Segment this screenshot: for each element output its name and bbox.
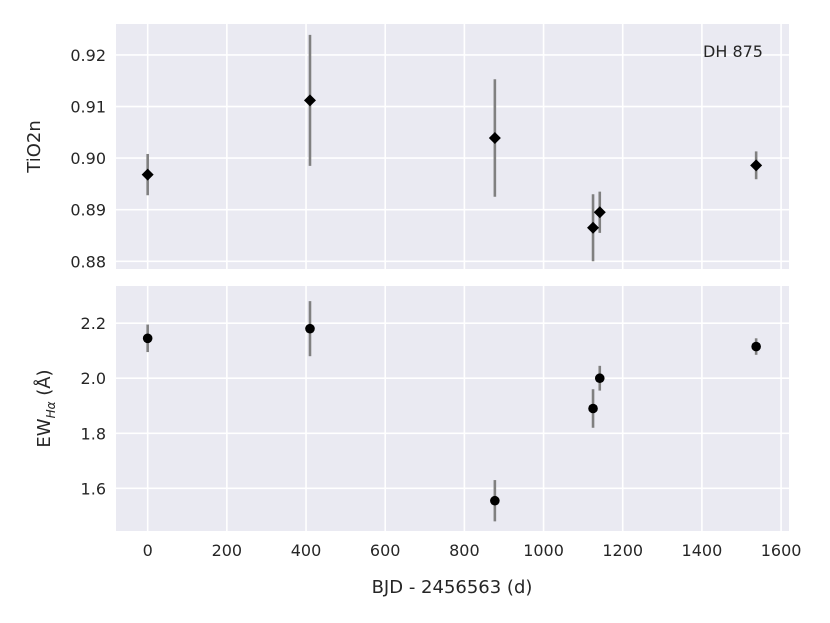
data-point-circle: [588, 403, 598, 414]
data-point-diamond: [587, 221, 600, 234]
data-point-diamond: [750, 159, 763, 172]
x-axis-label: BJD - 2456563 (d): [372, 577, 533, 598]
y-axis-label-ew: EW: [34, 418, 55, 447]
star-name-annotation: DH 875: [703, 42, 763, 61]
y-tick-labels-bottom: 1.6 1.8 2.0 2.2: [81, 314, 106, 498]
x-tick-label: 600: [370, 541, 401, 560]
y-tick-label: 0.92: [70, 46, 106, 65]
plot-area-top: [116, 24, 789, 269]
x-tick-label: 800: [449, 541, 480, 560]
x-tick-label: 1600: [761, 541, 802, 560]
gridlines-top: [116, 24, 789, 269]
panel-tio2n: 0.88 0.89 0.90 0.91 0.92 TiO2n DH 875: [24, 24, 789, 271]
x-tick-label: 400: [291, 541, 322, 560]
data-point-diamond: [303, 94, 316, 107]
y-tick-labels-top: 0.88 0.89 0.90 0.91 0.92: [70, 46, 106, 271]
data-marks-bottom: [142, 301, 761, 522]
data-point-circle: [751, 341, 761, 352]
data-point-diamond: [488, 131, 501, 144]
data-point-circle: [594, 373, 605, 384]
y-axis-label-top: TiO2n: [24, 120, 45, 173]
y-tick-label: 2.0: [81, 369, 106, 388]
x-tick-label: 1000: [523, 541, 564, 560]
y-tick-label: 0.88: [70, 252, 106, 271]
y-tick-label: 1.6: [81, 479, 106, 498]
y-tick-label: 0.91: [70, 98, 106, 117]
y-tick-label: 0.89: [70, 201, 106, 220]
y-tick-label: 0.90: [70, 149, 106, 168]
y-axis-label-halpha-subscript: Hα: [44, 401, 58, 418]
y-tick-label: 1.8: [81, 424, 106, 443]
y-axis-label-unit: (Å): [33, 369, 55, 401]
x-tick-label: 0: [143, 541, 153, 560]
data-point-circle: [305, 323, 315, 334]
panel-ew-halpha: 1.6 1.8 2.0 2.2 0 200 400 600 800 1000 1200 1400 16…: [33, 286, 801, 598]
data-marks-top: [141, 34, 763, 262]
data-point-diamond: [141, 168, 154, 181]
gridlines-bottom: [116, 286, 789, 531]
y-axis-label-bottom: EWHα (Å): [33, 369, 58, 447]
x-tick-label: 1400: [682, 541, 723, 560]
data-point-circle: [490, 495, 500, 506]
x-tick-label: 200: [212, 541, 243, 560]
x-tick-label: 1200: [602, 541, 643, 560]
y-tick-label: 2.2: [81, 314, 106, 333]
data-point-circle: [142, 333, 153, 344]
data-point-diamond: [593, 206, 606, 219]
plot-area-bottom: [116, 286, 789, 531]
x-tick-labels: 0 200 400 600 800 1000 1200 1400 1600: [143, 541, 802, 560]
